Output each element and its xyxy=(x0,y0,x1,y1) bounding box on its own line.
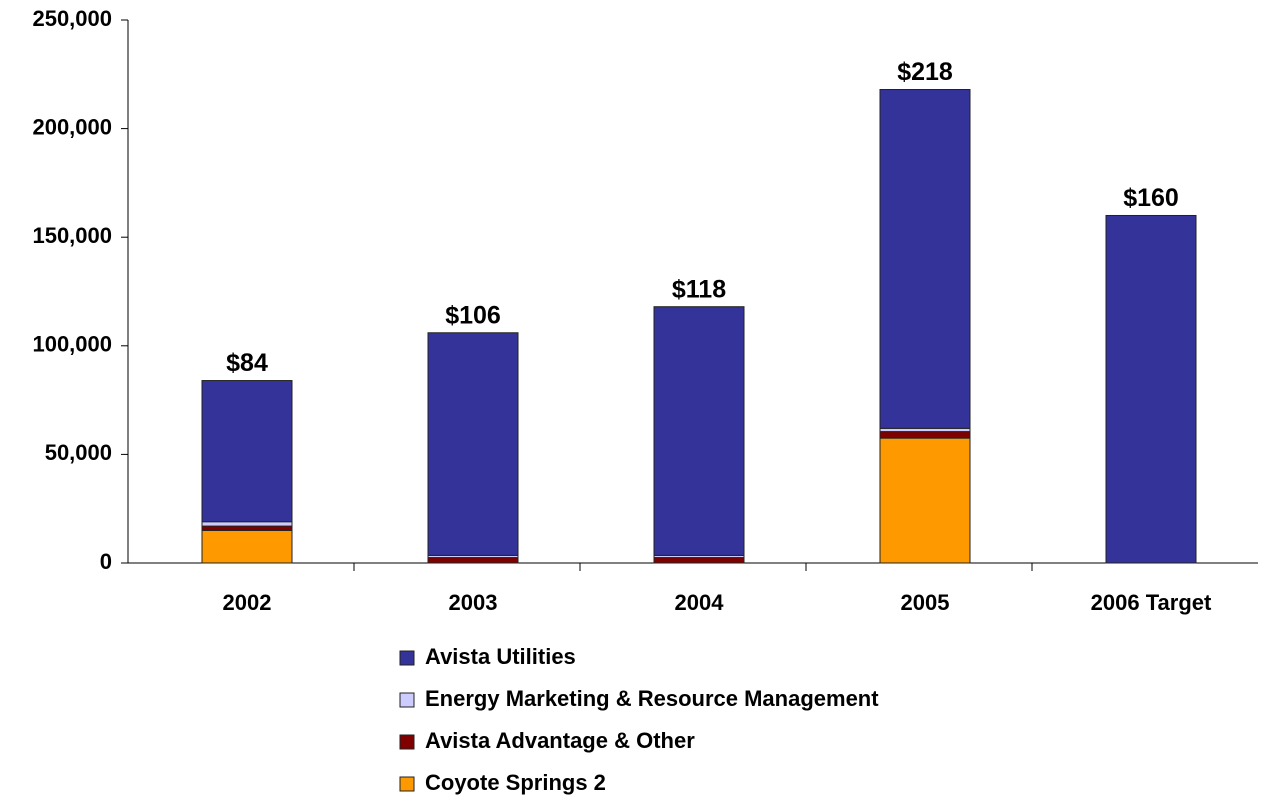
x-tick-label: 2005 xyxy=(901,590,950,615)
bar-segment xyxy=(201,380,293,523)
bar-segment xyxy=(653,306,745,556)
bar-segment xyxy=(427,332,519,556)
x-tick-label: 2004 xyxy=(675,590,725,615)
legend-swatch xyxy=(399,734,415,750)
legend-label: Energy Marketing & Resource Management xyxy=(425,686,879,711)
bar-segment xyxy=(201,521,293,527)
total-label: $160 xyxy=(1123,184,1179,212)
total-label: $118 xyxy=(672,275,726,303)
y-tick-label: 150,000 xyxy=(32,223,112,248)
legend-swatch xyxy=(399,650,415,666)
legend-swatch xyxy=(399,692,415,708)
bar-segment xyxy=(879,437,971,564)
x-tick-label: 2006 Target xyxy=(1091,590,1212,615)
y-tick-label: 50,000 xyxy=(45,440,112,465)
bar-segment xyxy=(201,525,293,531)
bar-segment xyxy=(427,557,519,564)
legend-label: Avista Utilities xyxy=(425,644,576,669)
total-label: $218 xyxy=(897,58,953,86)
bar-segment xyxy=(879,431,971,439)
y-tick-label: 200,000 xyxy=(32,114,112,139)
legend-label: Avista Advantage & Other xyxy=(425,728,695,753)
legend-swatch xyxy=(399,776,415,792)
bar-segment xyxy=(201,529,293,564)
total-label: $84 xyxy=(226,349,268,377)
y-tick-label: 100,000 xyxy=(32,332,112,357)
bar-segment xyxy=(879,89,971,429)
bar-segment xyxy=(653,557,745,564)
bar-segment xyxy=(1105,214,1197,564)
x-tick-label: 2002 xyxy=(223,590,272,615)
y-tick-label: 0 xyxy=(100,549,112,574)
x-tick-label: 2003 xyxy=(449,590,498,615)
y-tick-label: 250,000 xyxy=(32,6,112,31)
legend-label: Coyote Springs 2 xyxy=(425,770,606,795)
total-label: $106 xyxy=(445,301,501,329)
